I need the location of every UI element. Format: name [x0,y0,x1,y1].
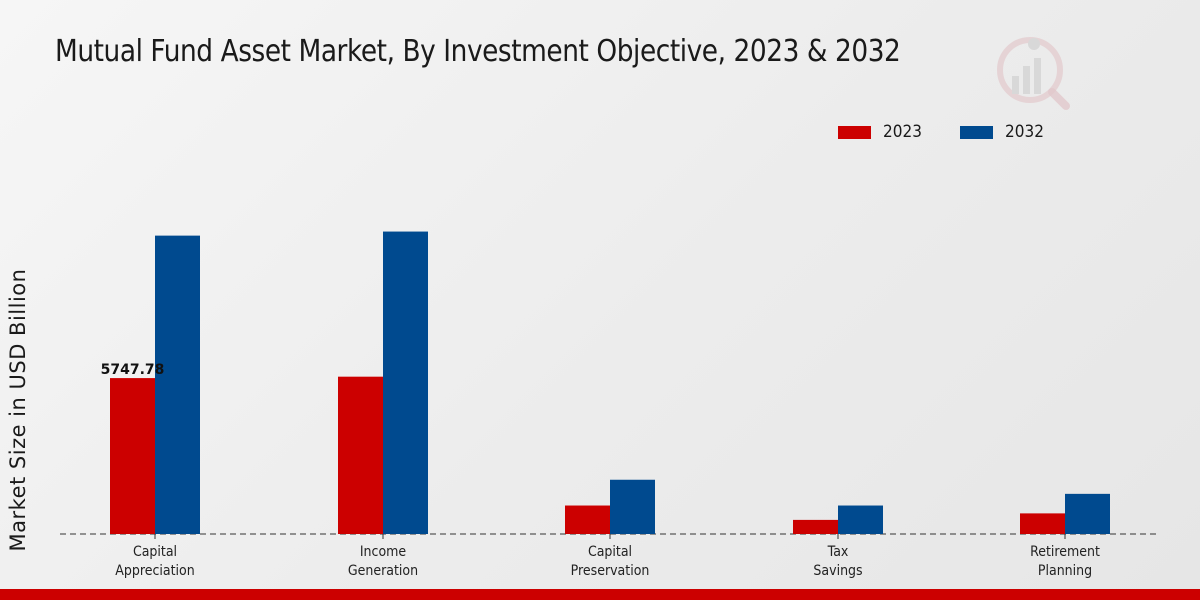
bar-2032-income-generation[interactable] [383,231,428,534]
x-tick-label: Retirement Planning [1030,544,1100,579]
x-tick-label: Tax Savings [813,544,862,579]
legend-label-2023: 2023 [883,122,922,142]
watermark-logo-icon [997,37,1070,110]
x-tick-label: Capital Preservation [571,544,650,579]
footer-bar [0,589,1200,600]
bar-2023-capital-appreciation[interactable] [110,378,155,534]
legend-swatch-2032 [960,125,994,139]
legend-swatch-2023 [838,125,871,139]
bar-2032-retirement-planning[interactable] [1065,493,1110,534]
bar-2032-tax-savings[interactable] [838,505,883,534]
bar-2023-income-generation[interactable] [338,376,383,534]
chart-title: Mutual Fund Asset Market, By Investment … [55,34,901,69]
bar-2023-retirement-planning[interactable] [1020,513,1065,534]
legend-item-2023[interactable]: 2023 [838,122,926,142]
legend-label-2032: 2032 [1005,122,1045,142]
bar-2032-capital-preservation[interactable] [610,479,655,534]
x-tick-label: Capital Appreciation [115,544,194,579]
legend-item-2032[interactable]: 2032 [960,122,1048,142]
data-label: 5747.78 [101,362,165,378]
x-tick-label: Income Generation [348,544,418,579]
bar-2023-tax-savings[interactable] [793,519,838,534]
bar-2032-capital-appreciation[interactable] [155,235,200,534]
legend: 2023 2032 [838,122,1083,142]
bar-2023-capital-preservation[interactable] [565,505,610,534]
